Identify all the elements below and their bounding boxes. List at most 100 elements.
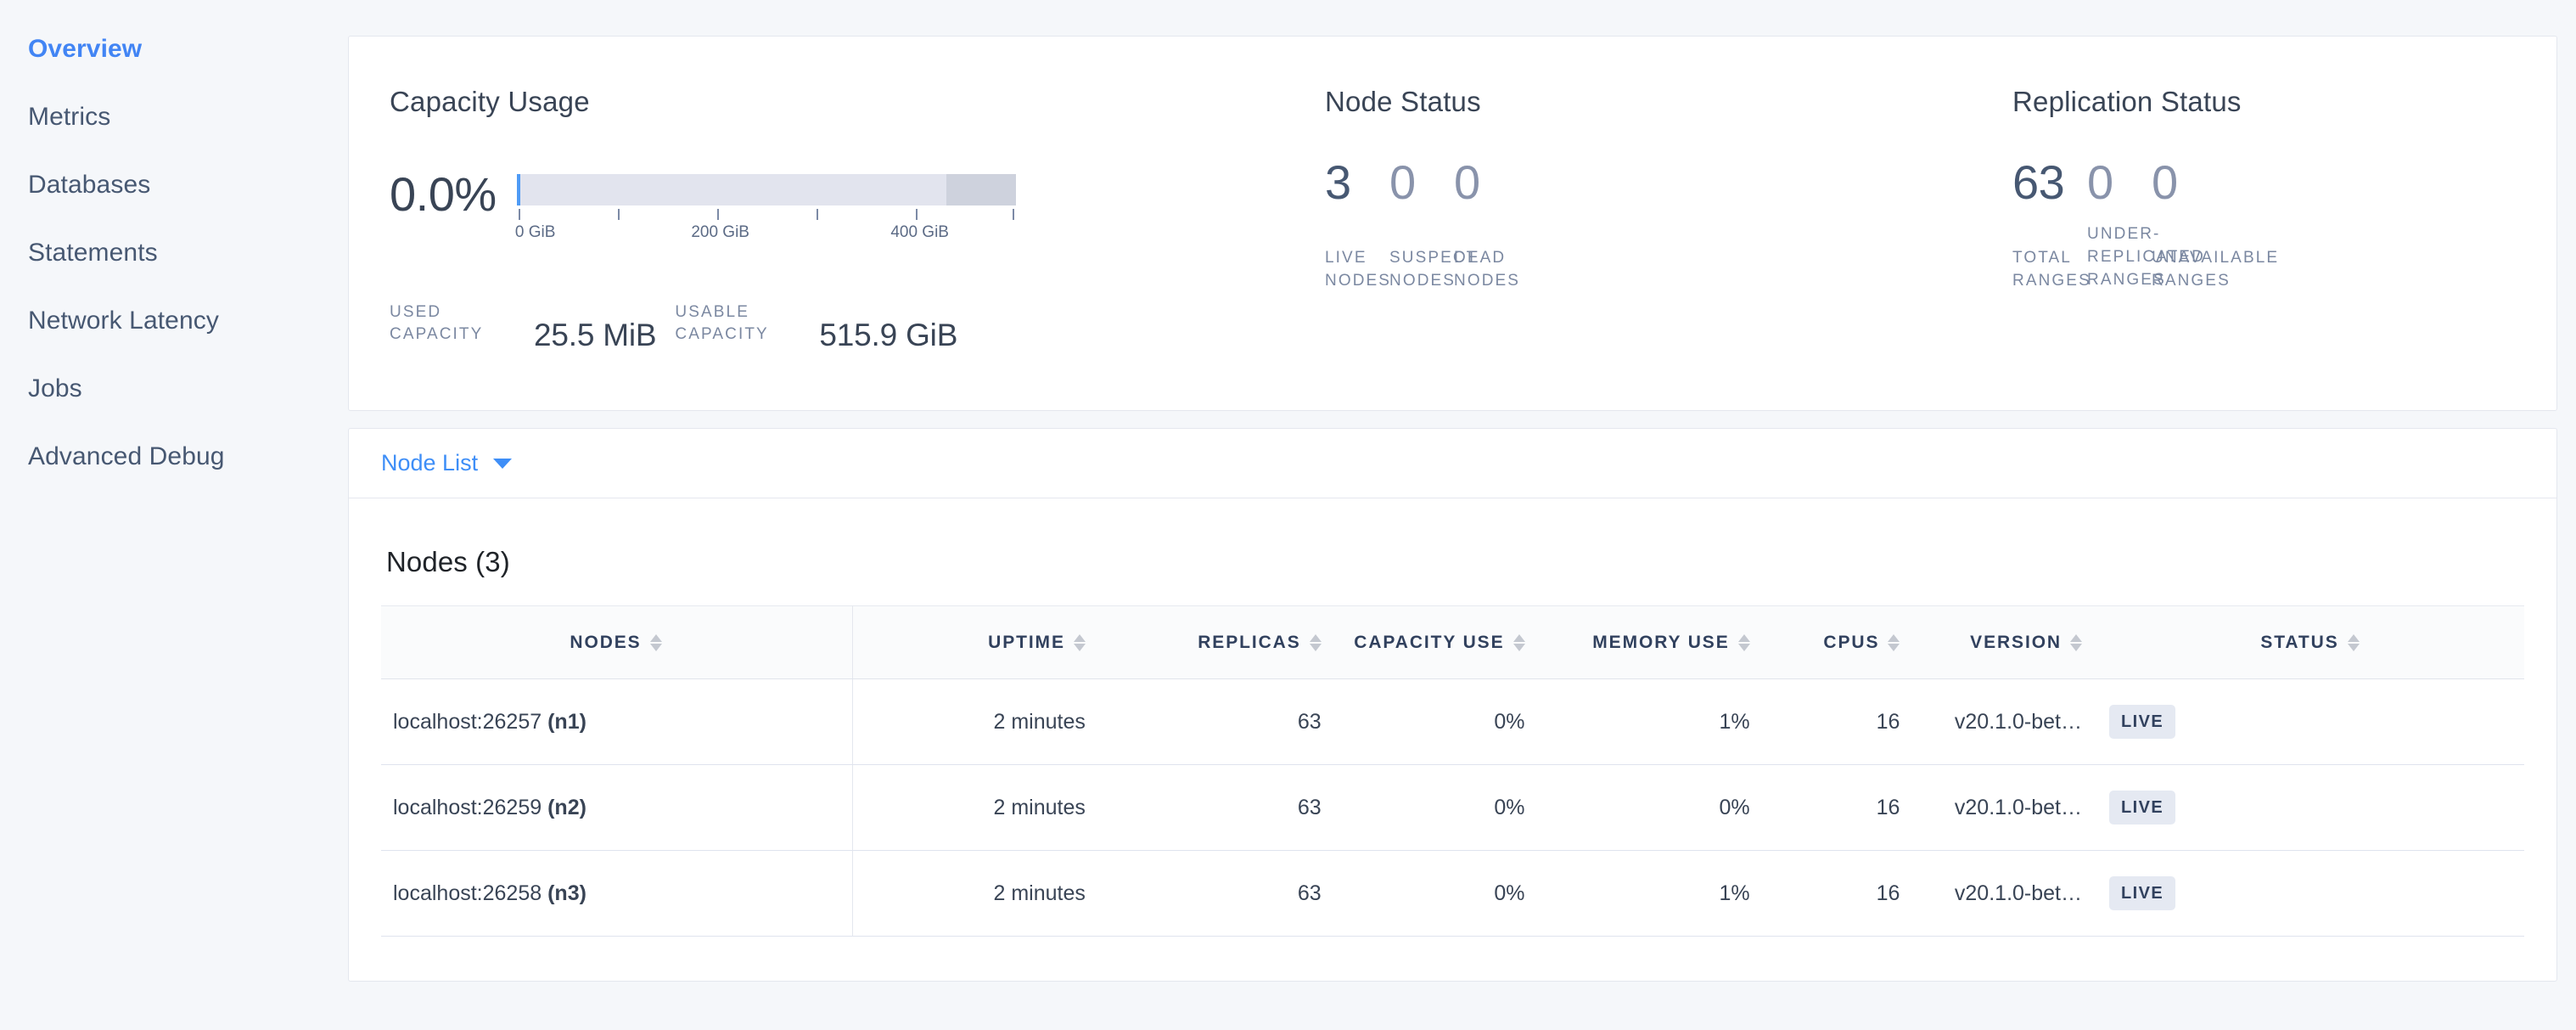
replication-status-title: Replication Status	[2012, 86, 2242, 117]
sidebar-item-label: Jobs	[28, 374, 82, 402]
table-row[interactable]: localhost:26258 (n3) 2 minutes 63 0% 1% …	[381, 850, 2524, 937]
cell-replicas: 63	[1098, 850, 1335, 937]
sidebar-item-label: Overview	[28, 35, 143, 63]
sort-icon[interactable]	[649, 633, 662, 652]
sort-icon[interactable]	[2070, 633, 2082, 652]
sort-icon[interactable]	[1737, 633, 1750, 652]
node-address: localhost:26258	[393, 881, 542, 905]
main-content: Capacity Usage 0.0%	[348, 0, 2576, 1030]
sort-icon[interactable]	[1888, 633, 1900, 652]
node-id: (n2)	[547, 795, 586, 819]
table-row[interactable]: localhost:26257 (n1) 2 minutes 63 0% 1% …	[381, 678, 2524, 765]
nodes-heading: Nodes (3)	[386, 546, 510, 577]
column-header-memory-use[interactable]: Memory Use	[1538, 605, 1764, 679]
axis-label: 0 GiB	[514, 223, 556, 241]
axis-tick	[617, 209, 620, 220]
live-nodes-metric: 3 Live Nodes	[1325, 159, 1389, 293]
axis-tick	[716, 209, 719, 220]
dead-nodes-metric: 0 Dead Nodes	[1454, 159, 1573, 293]
suspect-nodes-value: 0	[1389, 155, 1416, 209]
used-capacity-stat: Used Capacity 25.5 MiB	[390, 301, 657, 353]
under-replicated-ranges-metric: 0 Under-replicated Ranges	[2087, 155, 2205, 293]
node-list-dropdown[interactable]: Node List	[381, 450, 513, 476]
column-header-nodes[interactable]: Nodes	[381, 605, 853, 679]
cell-replicas: 63	[1098, 678, 1335, 765]
axis-tick	[816, 209, 818, 220]
sort-icon[interactable]	[1073, 633, 1086, 652]
replication-status-metrics: 63 Total Ranges 0 Under-replicated Range…	[2012, 159, 2556, 293]
sidebar-item-label: Statements	[28, 239, 158, 267]
column-header-label: CPUs	[1823, 632, 1880, 652]
axis-tick	[1012, 209, 1014, 220]
table-row[interactable]: localhost:26259 (n2) 2 minutes 63 0% 0% …	[381, 764, 2524, 851]
column-header-label: Capacity Use	[1354, 632, 1505, 652]
capacity-axis-ticks	[517, 209, 1016, 221]
column-header-label: Memory Use	[1592, 632, 1730, 652]
suspect-nodes-label: Suspect Nodes	[1389, 249, 1479, 290]
sidebar-item-label: Metrics	[28, 103, 111, 131]
dead-nodes-value: 0	[1454, 155, 1480, 209]
chevron-down-icon	[493, 458, 513, 469]
node-id: (n3)	[547, 881, 586, 905]
column-header-uptime[interactable]: Uptime	[852, 605, 1099, 679]
sort-icon[interactable]	[1512, 633, 1525, 652]
cell-memory-use: 1%	[1538, 850, 1764, 937]
status-badge: LIVE	[2109, 705, 2176, 739]
column-header-label: Status	[2260, 632, 2339, 652]
unavailable-ranges-value: 0	[2152, 155, 2178, 209]
capacity-usage-panel: Capacity Usage 0.0%	[349, 37, 1325, 410]
column-header-replicas[interactable]: Replicas	[1098, 605, 1335, 679]
column-header-label: Replicas	[1198, 632, 1301, 652]
sidebar-item-overview[interactable]: Overview	[0, 15, 348, 83]
sidebar-item-jobs[interactable]: Jobs	[0, 355, 348, 423]
cell-replicas: 63	[1098, 764, 1335, 851]
node-list-card: Node List Nodes (3)	[348, 428, 2557, 982]
capacity-bar	[516, 174, 1016, 205]
node-list-dropdown-label: Node List	[381, 450, 479, 476]
column-header-cpus[interactable]: CPUs	[1763, 605, 1914, 679]
cell-status: LIVE	[2096, 764, 2524, 851]
cell-version: v20.1.0-bet…	[1913, 678, 2096, 765]
cell-capacity-use: 0%	[1334, 678, 1539, 765]
axis-tick	[518, 209, 520, 220]
usable-capacity-stat: Usable Capacity 515.9 GiB	[675, 301, 957, 351]
cluster-summary-card: Capacity Usage 0.0%	[348, 36, 2557, 411]
cell-uptime: 2 minutes	[852, 850, 1099, 937]
node-list-body: Nodes (3)	[349, 498, 2556, 981]
sidebar-item-label: Advanced Debug	[28, 442, 225, 470]
cell-status: LIVE	[2096, 678, 2524, 765]
column-header-version[interactable]: Version	[1913, 605, 2096, 679]
capacity-bar-used-fill	[516, 174, 520, 205]
sidebar-item-statements[interactable]: Statements	[0, 219, 348, 287]
capacity-bar-reserved-fill	[946, 174, 1016, 205]
column-header-status[interactable]: Status	[2096, 605, 2524, 679]
used-capacity-value: 25.5 MiB	[534, 318, 657, 353]
capacity-gauge: 0.0%	[390, 162, 1325, 244]
sort-icon[interactable]	[2347, 633, 2360, 652]
cell-cpus: 16	[1763, 764, 1914, 851]
cell-node-name[interactable]: localhost:26257 (n1)	[381, 678, 853, 765]
unavailable-ranges-metric: 0 Unavailable Ranges	[2152, 159, 2313, 293]
total-ranges-value: 63	[2012, 155, 2065, 209]
sort-icon[interactable]	[1309, 633, 1322, 652]
column-header-capacity-use[interactable]: Capacity Use	[1334, 605, 1539, 679]
under-replicated-ranges-label: Under-replicated Ranges	[2087, 225, 2205, 289]
node-id: (n1)	[547, 709, 586, 734]
under-replicated-ranges-value: 0	[2087, 155, 2113, 209]
cell-uptime: 2 minutes	[852, 764, 1099, 851]
sidebar-item-databases[interactable]: Databases	[0, 151, 348, 219]
nodes-table-header-row: Nodes Uptime	[381, 605, 2524, 679]
cell-memory-use: 1%	[1538, 678, 1764, 765]
sidebar-item-metrics[interactable]: Metrics	[0, 83, 348, 151]
column-header-label: Nodes	[570, 632, 642, 652]
usable-capacity-value: 515.9 GiB	[819, 318, 958, 353]
cell-node-name[interactable]: localhost:26258 (n3)	[381, 850, 853, 937]
suspect-nodes-metric: 0 Suspect Nodes	[1389, 155, 1479, 293]
status-badge: LIVE	[2109, 791, 2176, 825]
sidebar-item-network-latency[interactable]: Network Latency	[0, 287, 348, 355]
cell-memory-use: 0%	[1538, 764, 1764, 851]
sidebar-item-advanced-debug[interactable]: Advanced Debug	[0, 423, 348, 491]
cell-node-name[interactable]: localhost:26259 (n2)	[381, 764, 853, 851]
live-nodes-value: 3	[1325, 155, 1351, 209]
